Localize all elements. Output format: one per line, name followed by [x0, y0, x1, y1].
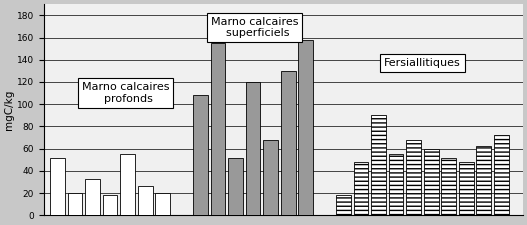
Bar	[281, 71, 296, 215]
Bar	[103, 195, 118, 215]
Bar	[336, 195, 351, 215]
Bar	[263, 140, 278, 215]
Bar	[371, 115, 386, 215]
Bar	[67, 193, 82, 215]
Text: Marno calcaires
  superficiels: Marno calcaires superficiels	[211, 17, 298, 38]
Bar	[298, 40, 313, 215]
Bar	[193, 95, 208, 215]
Bar	[476, 146, 491, 215]
Bar	[494, 135, 509, 215]
Bar	[155, 193, 170, 215]
Text: Fersiallitiques: Fersiallitiques	[384, 58, 461, 68]
Bar	[210, 43, 226, 215]
Bar	[406, 140, 421, 215]
Bar	[246, 82, 260, 215]
Bar	[138, 187, 152, 215]
Bar	[441, 158, 456, 215]
Y-axis label: mgC/kg: mgC/kg	[4, 90, 14, 130]
Bar	[50, 158, 65, 215]
Bar	[85, 179, 100, 215]
Bar	[120, 154, 135, 215]
Bar	[388, 154, 404, 215]
Bar	[228, 158, 243, 215]
Bar	[424, 149, 438, 215]
Bar	[354, 162, 368, 215]
Bar	[458, 162, 474, 215]
Text: Marno calcaires
  profonds: Marno calcaires profonds	[82, 82, 169, 104]
